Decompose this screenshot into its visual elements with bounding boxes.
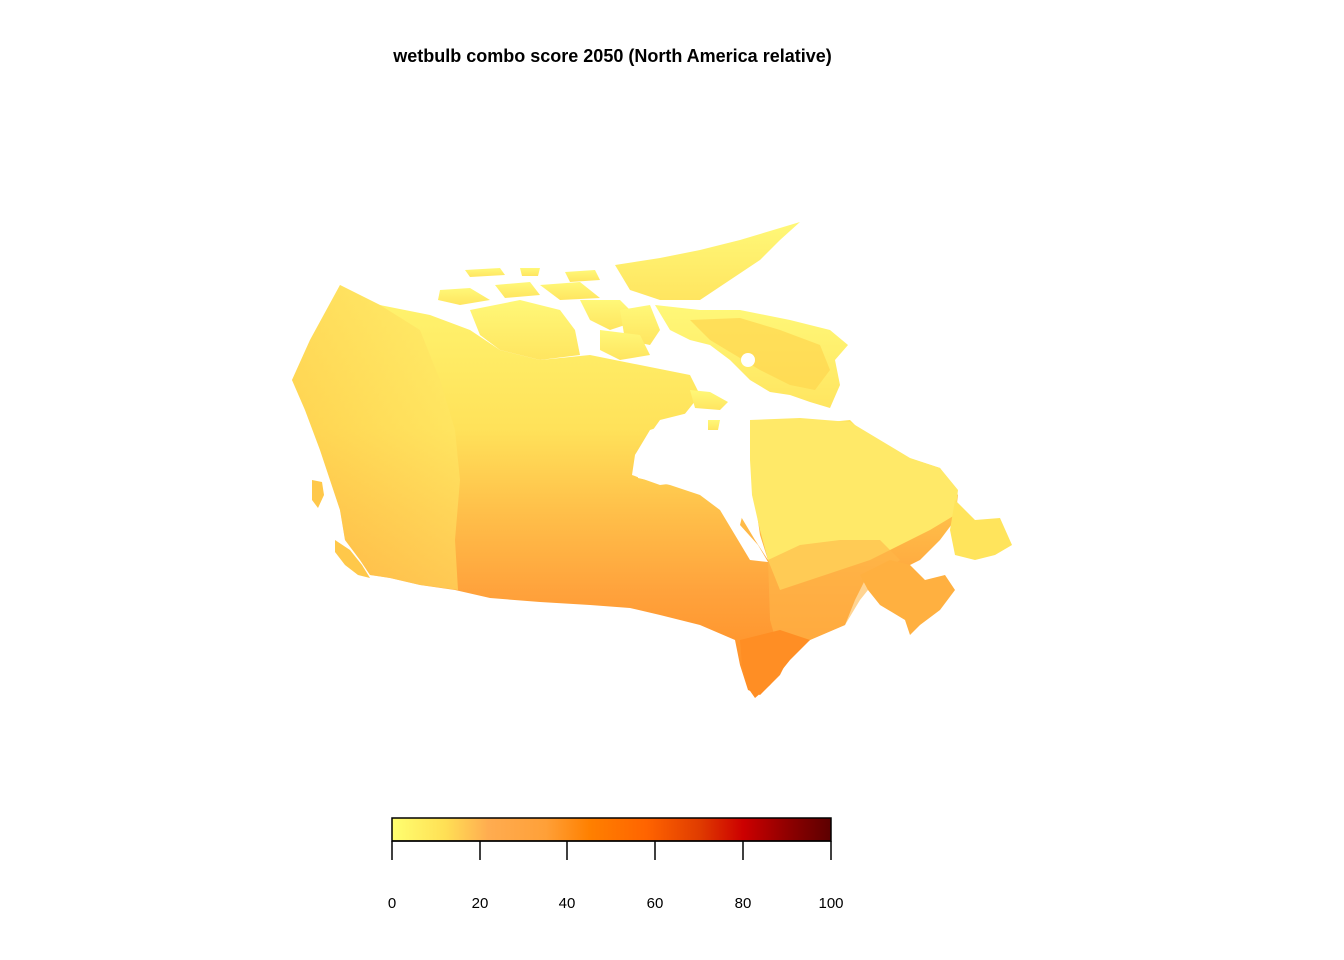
legend-tick-label: 0 xyxy=(387,895,397,912)
haida-gwaii xyxy=(312,480,324,508)
lake-foxe-basin xyxy=(741,353,755,367)
maritimes-region xyxy=(860,560,955,635)
legend-tick-label: 80 xyxy=(734,895,752,912)
quebec-south-region xyxy=(768,540,900,655)
hudson-bay xyxy=(635,410,775,562)
legend-tick-label: 60 xyxy=(646,895,664,912)
legend-ticks xyxy=(391,841,832,860)
canada-heat-map xyxy=(292,222,1012,698)
southern-ontario-region xyxy=(740,630,810,698)
west-mountain-region xyxy=(292,285,460,590)
legend-tick-label: 20 xyxy=(471,895,489,912)
legend-tick-label: 100 xyxy=(818,895,844,912)
legend-color-bar xyxy=(391,817,832,842)
map-title: wetbulb combo score 2050 (North America … xyxy=(393,46,832,66)
legend-tick-label: 40 xyxy=(558,895,576,912)
newfoundland-island xyxy=(950,500,1012,560)
vancouver-island xyxy=(335,540,370,578)
baffin-island-interior xyxy=(690,318,830,390)
